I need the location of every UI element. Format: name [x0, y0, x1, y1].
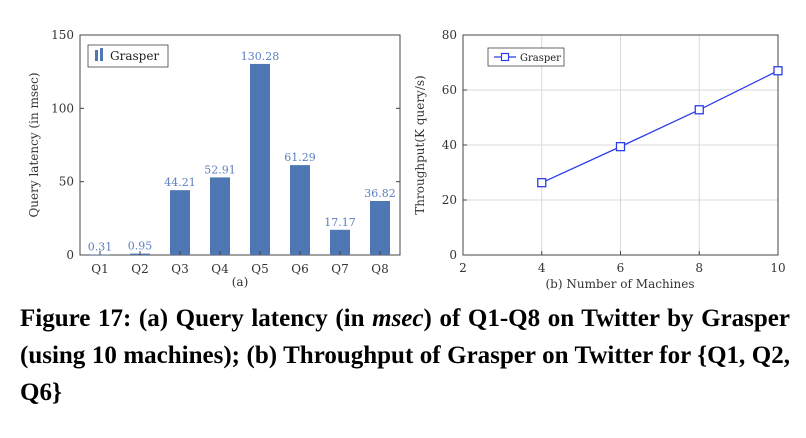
- x-tick-label-q8: Q8: [371, 262, 388, 276]
- bar-q7: [330, 229, 350, 255]
- data-label-q1: 0.31: [88, 241, 113, 254]
- line-chart-throughput: 2 4 6 8 10 0 20 40 60 80 Throughput(K query/s) (b…: [413, 28, 786, 291]
- x-tick-label-q1: Q1: [91, 262, 108, 276]
- y-axis-label: Throughput(K query/s): [413, 75, 427, 214]
- y-tick-label: 100: [51, 101, 74, 115]
- y-tick-label: 50: [59, 175, 74, 189]
- data-label-q3: 44.21: [164, 176, 196, 189]
- data-point-10: [773, 66, 783, 76]
- data-point-4: [537, 178, 547, 188]
- y-tick-label: 60: [442, 83, 457, 97]
- legend: Grasper: [87, 44, 169, 68]
- x-axis-label: (a): [232, 275, 249, 289]
- legend-box: [87, 44, 169, 68]
- line-series: [537, 66, 783, 188]
- x-axis-label: (b) Number of Machines: [546, 277, 695, 291]
- data-point-6: [615, 141, 626, 152]
- bar-q8: [370, 200, 390, 255]
- data-label-q2: 0.95: [128, 240, 153, 253]
- bar-chart-query-latency: 0.31 0.9544.2152.91130.2861.2917.1736.82 …: [27, 28, 401, 289]
- x-tick-label: 8: [695, 261, 703, 275]
- x-tick-label-q5: Q5: [251, 262, 268, 276]
- caption-unit-msec: msec: [372, 305, 424, 332]
- data-label-q5: 130.28: [241, 50, 280, 63]
- data-label-q8: 36.82: [364, 187, 396, 200]
- x-tick-label: 6: [617, 261, 625, 275]
- y-tick-label: 40: [442, 138, 457, 152]
- x-tick-label-q2: Q2: [131, 262, 148, 276]
- plot-area-frame: [79, 34, 401, 256]
- x-tick-label: 2: [459, 261, 467, 275]
- y-tick-label: 0: [449, 248, 457, 262]
- legend-label: Grasper: [110, 49, 159, 63]
- legend-label: Grasper: [520, 53, 561, 64]
- x-tick-label-q6: Q6: [291, 262, 308, 276]
- x-tick-label-q3: Q3: [171, 262, 188, 276]
- axis-ticks: 2 4 6 8 10 0 20 40 60 80: [442, 28, 786, 275]
- caption-part-1: Figure 17: (a) Query latency (in: [20, 305, 373, 332]
- legend-swatch-1: [95, 50, 98, 61]
- y-axis-ticks: 0 50 100 150: [51, 28, 400, 262]
- x-tick-label-q4: Q4: [211, 262, 229, 276]
- legend: Grasper: [487, 47, 565, 67]
- data-point-8: [694, 105, 704, 115]
- data-label-q4: 52.91: [204, 163, 236, 176]
- x-tick-label: 4: [538, 261, 546, 275]
- x-tick-label-q7: Q7: [331, 262, 348, 276]
- caption-part-2: ) of Q1-Q8 on Twitter by Grasper (using …: [20, 305, 790, 406]
- bar-q3: [170, 190, 190, 255]
- bar-q6: [290, 165, 310, 255]
- series-line: [541, 70, 779, 184]
- legend-box: [487, 47, 565, 67]
- bar-q4: [210, 177, 230, 255]
- data-label-q7: 17.17: [324, 216, 356, 229]
- bar-series: 0.31 0.95 44.21 52.91 130.28 61.29 17.17 36.82: [88, 50, 396, 256]
- y-axis-label: Query latency (in msec): [27, 72, 41, 217]
- x-axis-category-labels: Q1 Q2 Q3 Q4 Q5 Q6 Q7 Q8: [91, 251, 389, 276]
- y-tick-label: 20: [442, 193, 457, 207]
- data-label-q6: 61.29: [284, 151, 316, 164]
- x-tick-label: 10: [770, 261, 785, 275]
- legend-swatch-2: [100, 48, 103, 61]
- y-tick-label: 150: [51, 28, 74, 42]
- bar-q5: [250, 63, 270, 255]
- figure-caption: Figure 17: (a) Query latency (in msec) o…: [20, 300, 790, 411]
- y-tick-label: 0: [66, 248, 74, 262]
- legend-marker: [500, 52, 510, 62]
- y-tick-label: 80: [442, 28, 457, 42]
